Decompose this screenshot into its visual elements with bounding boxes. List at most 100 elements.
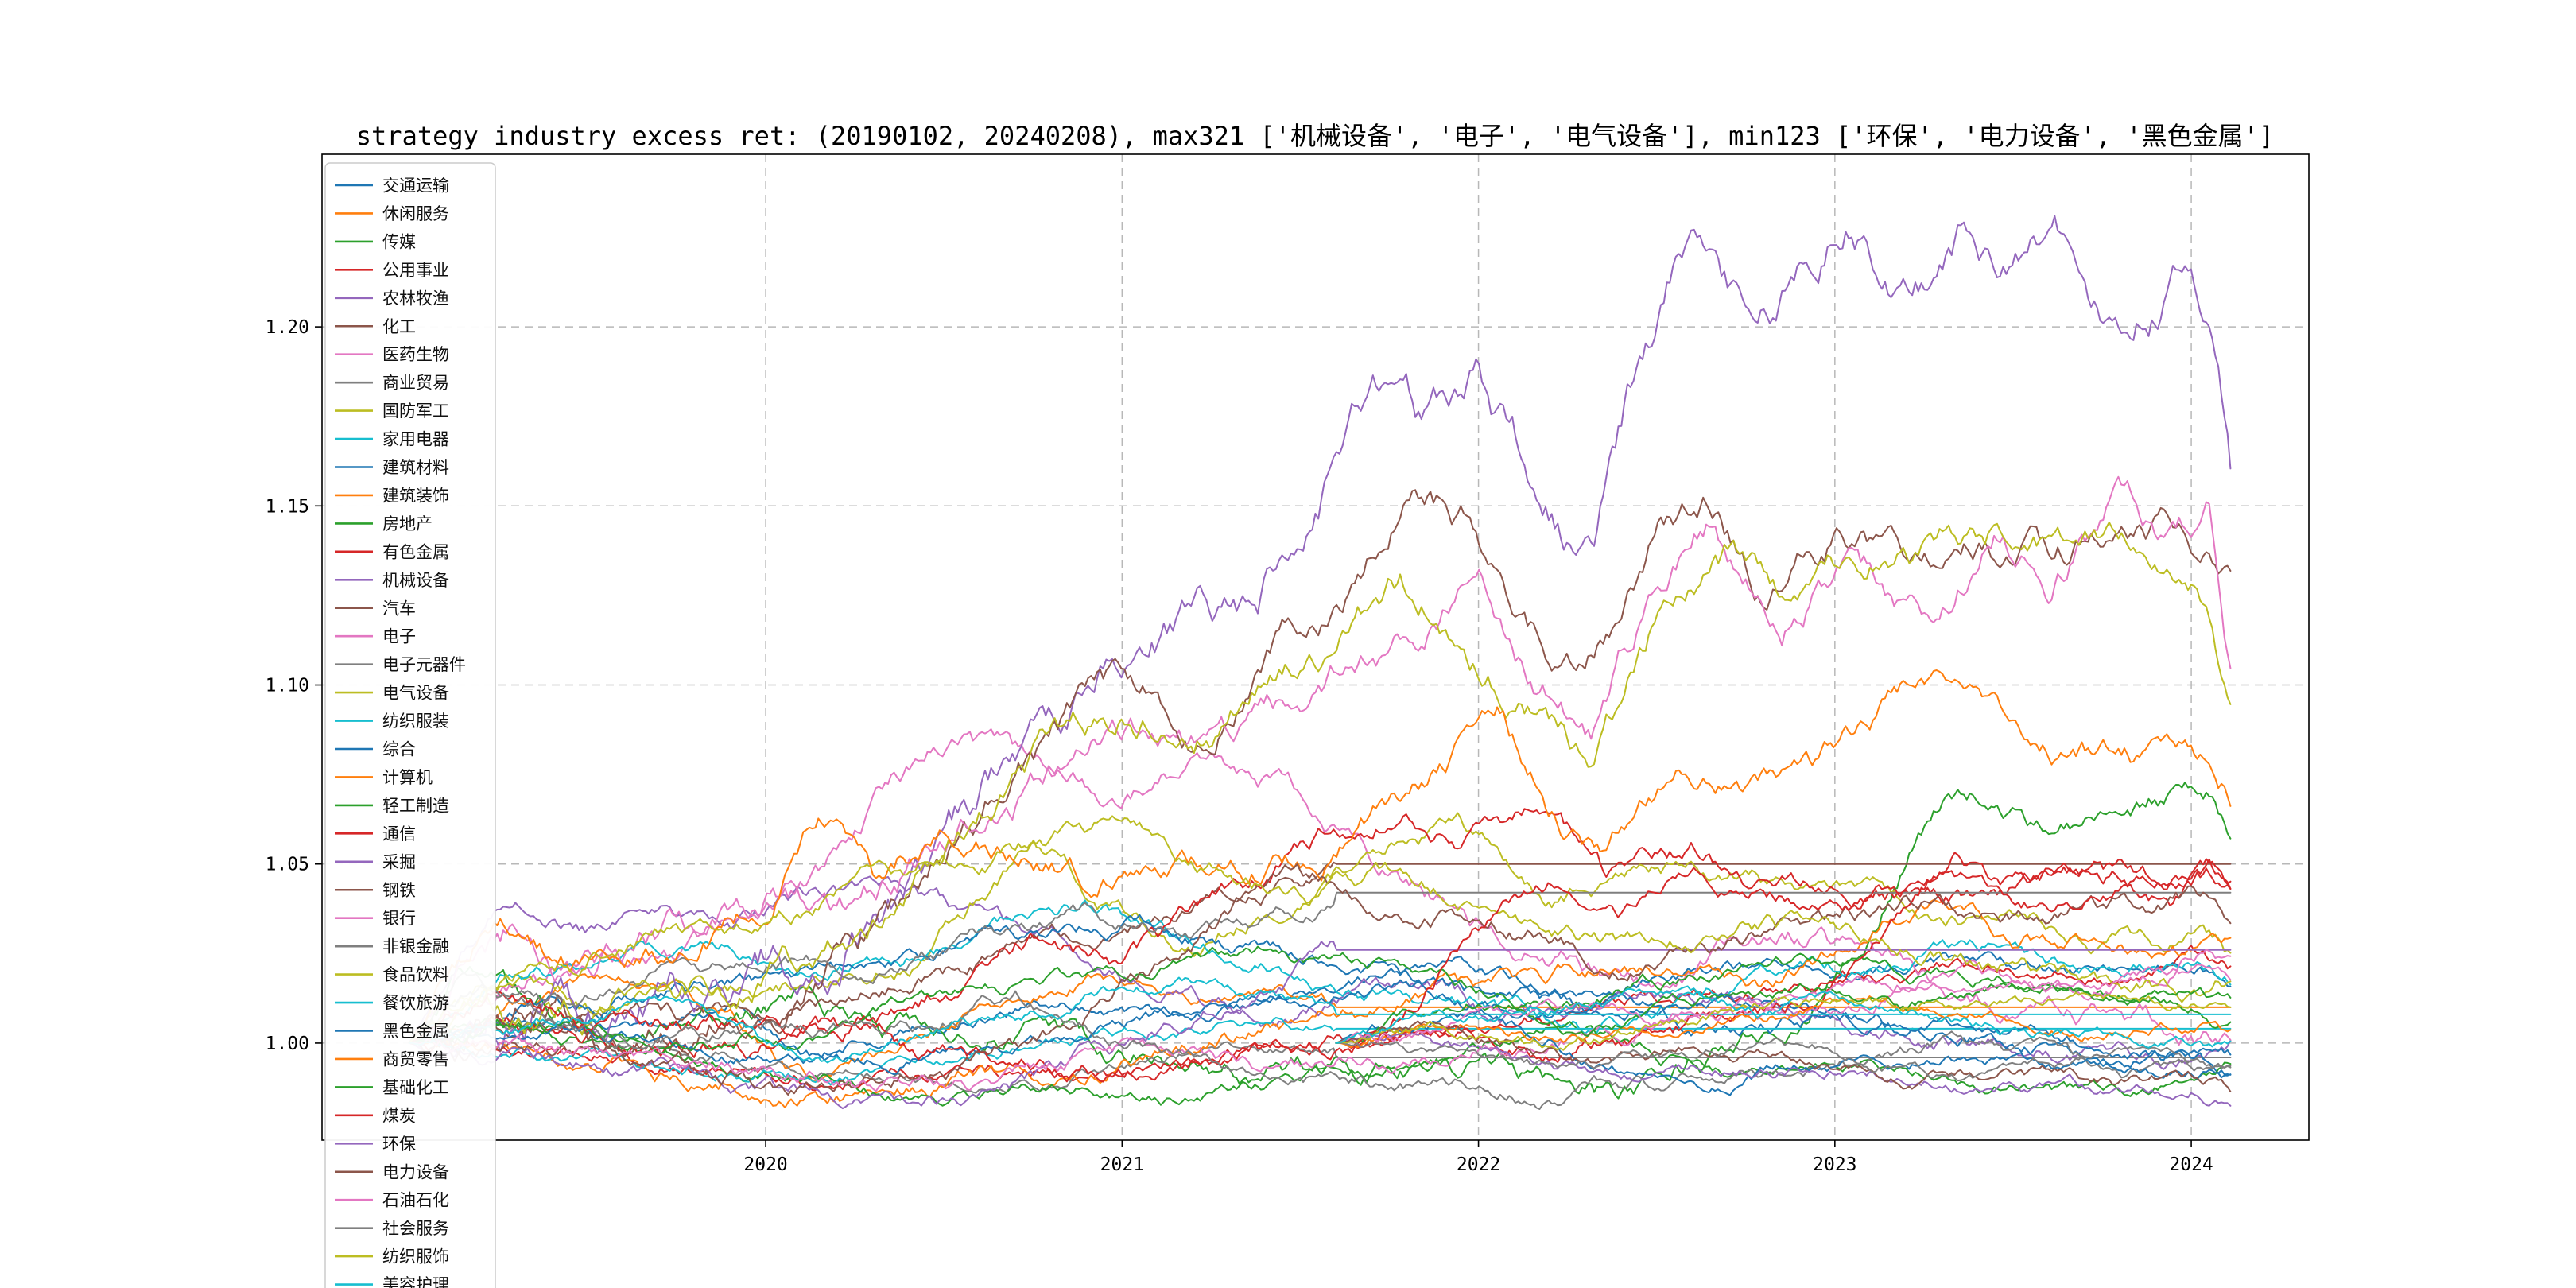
legend-label: 农林牧渔 bbox=[382, 289, 449, 308]
legend-label: 商业贸易 bbox=[382, 374, 449, 393]
legend-item: 综合 bbox=[335, 740, 416, 759]
legend-item: 采掘 bbox=[335, 852, 416, 871]
legend-label: 计算机 bbox=[382, 768, 433, 787]
legend-item: 煤炭 bbox=[335, 1106, 416, 1125]
legend-label: 环保 bbox=[382, 1135, 416, 1154]
legend-label: 美容护理 bbox=[382, 1275, 449, 1288]
legend-item: 房地产 bbox=[335, 514, 433, 533]
x-tick-label: 2024 bbox=[2169, 1154, 2213, 1175]
legend-label: 基础化工 bbox=[382, 1078, 449, 1097]
legend-item: 机械设备 bbox=[335, 571, 449, 590]
legend-label: 综合 bbox=[382, 740, 416, 759]
legend-item: 电子 bbox=[335, 627, 416, 646]
gridlines bbox=[322, 154, 2309, 1140]
series-line-汽车 bbox=[408, 489, 2232, 1062]
legend-item: 黑色金属 bbox=[335, 1022, 449, 1041]
legend-label: 房地产 bbox=[382, 514, 433, 533]
legend-item: 化工 bbox=[335, 317, 416, 336]
series-lines bbox=[408, 215, 2232, 1110]
legend-item: 医药生物 bbox=[335, 345, 449, 364]
legend-item: 钢铁 bbox=[335, 881, 416, 900]
y-tick-label: 1.05 bbox=[266, 855, 309, 875]
legend-item: 基础化工 bbox=[335, 1078, 449, 1097]
legend-label: 社会服务 bbox=[382, 1219, 449, 1238]
series-line-化工 bbox=[408, 861, 2232, 1045]
legend-item: 美容护理 bbox=[335, 1275, 449, 1288]
legend-item: 石油石化 bbox=[335, 1191, 449, 1210]
legend-item: 社会服务 bbox=[335, 1219, 449, 1238]
legend-item: 计算机 bbox=[335, 768, 433, 787]
legend-label: 纺织服装 bbox=[382, 712, 449, 731]
legend-item: 传媒 bbox=[335, 232, 416, 251]
legend-item: 食品饮料 bbox=[335, 965, 449, 984]
legend-item: 有色金属 bbox=[335, 542, 449, 561]
legend-label: 餐饮旅游 bbox=[382, 994, 449, 1013]
series-line-电子元器件 bbox=[408, 891, 2232, 1044]
legend-label: 电力设备 bbox=[382, 1162, 449, 1181]
legend-item: 汽车 bbox=[335, 599, 416, 618]
series-line-采掘 bbox=[408, 941, 2232, 1110]
legend-item: 休闲服务 bbox=[335, 204, 449, 223]
series-line-食品饮料 bbox=[408, 815, 2232, 1044]
series-line-纺织服饰 bbox=[1335, 991, 2232, 1051]
legend-label: 钢铁 bbox=[382, 881, 416, 900]
series-line-基础化工 bbox=[1335, 982, 2232, 1044]
series-line-银行 bbox=[408, 949, 2232, 1092]
axis-tick-labels: 2020 2021 2022 2023 2024 1.00 1.05 1.10 1.15 1.20 bbox=[266, 317, 2213, 1175]
series-line-电力设备 bbox=[1335, 1020, 2232, 1092]
legend-item: 电气设备 bbox=[335, 684, 449, 703]
legend-label: 电气设备 bbox=[382, 684, 449, 703]
axis-ticks bbox=[315, 326, 2192, 1147]
x-tick-label: 2023 bbox=[1813, 1154, 1856, 1175]
series-line-建筑装饰 bbox=[408, 899, 2232, 1108]
legend-label: 纺织服饰 bbox=[382, 1247, 449, 1267]
legend-label: 汽车 bbox=[382, 599, 416, 618]
legend-item: 非银金融 bbox=[335, 937, 449, 956]
legend-item: 通信 bbox=[335, 824, 416, 844]
chart-title: strategy industry excess ret: (20190102,… bbox=[355, 121, 2275, 151]
legend-item: 建筑材料 bbox=[335, 458, 449, 477]
series-line-环保 bbox=[1335, 1033, 2232, 1107]
legend-label: 建筑装饰 bbox=[382, 486, 449, 505]
legend-label: 建筑材料 bbox=[382, 458, 449, 477]
series-line-通信 bbox=[408, 852, 2232, 1083]
legend-item: 国防军工 bbox=[335, 402, 449, 421]
legend-label: 通信 bbox=[382, 824, 416, 844]
legend-item: 环保 bbox=[335, 1135, 416, 1154]
series-line-电子 bbox=[408, 475, 2232, 1044]
series-line-电气设备 bbox=[408, 521, 2232, 1044]
legend-label: 食品饮料 bbox=[382, 965, 449, 984]
legend-label: 采掘 bbox=[382, 852, 416, 871]
legend-item: 家用电器 bbox=[335, 430, 449, 449]
legend-item: 纺织服饰 bbox=[335, 1247, 449, 1267]
y-tick-label: 1.00 bbox=[266, 1034, 309, 1054]
legend-label: 黑色金属 bbox=[382, 1022, 449, 1041]
series-line-农林牧渔 bbox=[408, 875, 2232, 1070]
series-line-煤炭 bbox=[1335, 858, 2232, 1045]
legend-label: 交通运输 bbox=[382, 177, 449, 196]
series-line-交通运输 bbox=[408, 951, 2232, 1059]
series-line-钢铁 bbox=[408, 863, 2232, 1096]
legend-label: 电子元器件 bbox=[382, 655, 466, 674]
series-line-传媒 bbox=[408, 782, 2232, 1100]
series-line-医药生物 bbox=[408, 728, 2232, 1046]
series-line-美容护理 bbox=[1335, 985, 2232, 1049]
legend-label: 轻工制造 bbox=[382, 796, 449, 815]
legend-label: 家用电器 bbox=[382, 430, 449, 449]
series-line-社会服务 bbox=[1335, 1037, 2232, 1082]
series-line-机械设备 bbox=[408, 215, 2232, 1057]
legend-item: 商业贸易 bbox=[335, 374, 449, 393]
legend-label: 有色金属 bbox=[382, 542, 449, 561]
legend-label: 化工 bbox=[382, 317, 416, 336]
legend-item: 农林牧渔 bbox=[335, 289, 449, 308]
series-line-有色金属 bbox=[408, 808, 2232, 1059]
legend-item: 餐饮旅游 bbox=[335, 994, 449, 1013]
legend-label: 传媒 bbox=[382, 232, 416, 251]
x-tick-label: 2021 bbox=[1100, 1154, 1144, 1175]
legend-item: 公用事业 bbox=[335, 261, 449, 280]
legend-item: 银行 bbox=[335, 909, 416, 928]
legend-label: 医药生物 bbox=[382, 345, 449, 364]
legend-item: 电力设备 bbox=[335, 1162, 449, 1181]
legend-item: 轻工制造 bbox=[335, 796, 449, 815]
